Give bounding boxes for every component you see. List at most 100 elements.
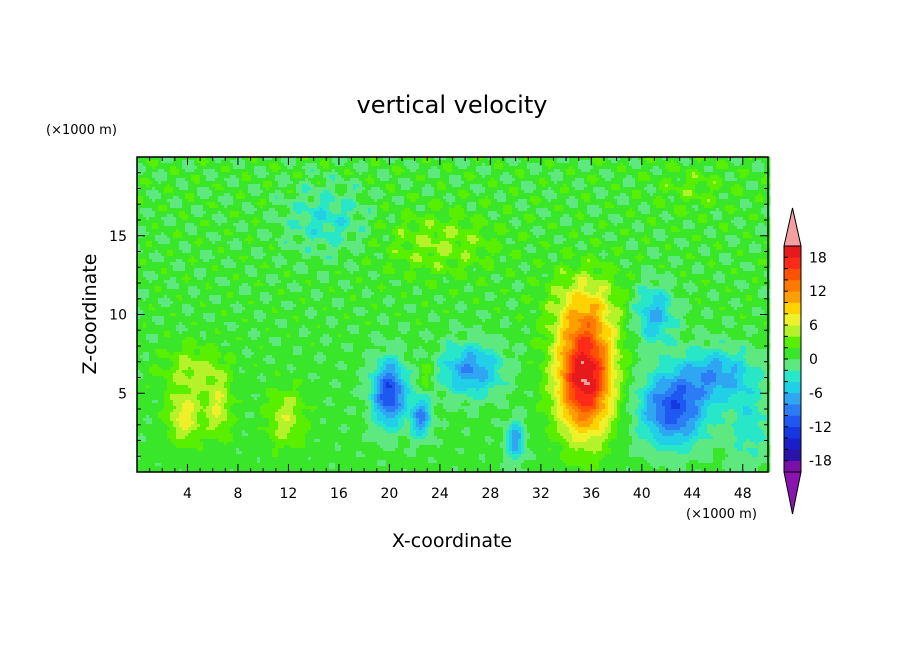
- contour-cell: [383, 220, 387, 224]
- contour-cell: [347, 187, 351, 191]
- contour-cell: [524, 208, 528, 212]
- contour-cell: [269, 157, 273, 161]
- contour-cell: [500, 172, 504, 176]
- contour-cell: [389, 211, 393, 215]
- contour-cell: [584, 157, 588, 161]
- contour-cell: [680, 166, 684, 170]
- contour-cell: [419, 199, 423, 203]
- contour-cell: [710, 181, 714, 185]
- contour-cell: [701, 172, 705, 176]
- contour-cell: [461, 226, 465, 230]
- contour-cell: [293, 160, 297, 164]
- contour-cell: [509, 190, 513, 194]
- contour-cell: [380, 214, 384, 218]
- contour-cell: [506, 169, 510, 173]
- contour-cell: [230, 181, 234, 185]
- contour-cell: [197, 187, 201, 191]
- contour-cell: [659, 169, 663, 173]
- contour-cell: [164, 193, 168, 197]
- contour-cell: [740, 217, 744, 221]
- contour-cell: [158, 220, 162, 224]
- contour-cell: [680, 205, 684, 209]
- contour-cell: [746, 205, 750, 209]
- contour-cell: [272, 205, 276, 209]
- contour-cell: [506, 205, 510, 209]
- contour-cell: [560, 178, 564, 182]
- contour-cell: [137, 175, 141, 179]
- contour-cell: [239, 199, 243, 203]
- contour-cell: [341, 178, 345, 182]
- contour-cell: [353, 190, 357, 194]
- contour-cell: [578, 175, 582, 179]
- contour-cell: [404, 169, 408, 173]
- contour-cell: [476, 160, 480, 164]
- contour-cell: [692, 211, 696, 215]
- contour-cell: [509, 208, 513, 212]
- contour-cell: [659, 187, 663, 191]
- contour-cell: [323, 178, 327, 182]
- contour-cell: [533, 163, 537, 167]
- contour-cell: [344, 175, 348, 179]
- contour-cell: [512, 190, 516, 194]
- contour-cell: [416, 169, 420, 173]
- contour-cell: [146, 223, 150, 227]
- contour-cell: [365, 196, 369, 200]
- contour-cell: [614, 184, 618, 188]
- contour-cell: [749, 208, 753, 212]
- contour-cell: [317, 217, 321, 221]
- contour-cell: [290, 169, 294, 173]
- contour-cell: [284, 208, 288, 212]
- contour-cell: [545, 181, 549, 185]
- contour-cell: [341, 199, 345, 203]
- contour-cell: [245, 190, 249, 194]
- contour-cell: [722, 208, 726, 212]
- contour-cell: [749, 157, 753, 161]
- contour-cell: [569, 226, 573, 230]
- contour-cell: [497, 208, 501, 212]
- contour-cell: [371, 217, 375, 221]
- contour-cell: [731, 163, 735, 167]
- contour-cell: [188, 202, 192, 206]
- contour-cell: [356, 178, 360, 182]
- contour-cell: [476, 190, 480, 194]
- contour-cell: [557, 226, 561, 230]
- contour-cell: [707, 211, 711, 215]
- contour-cell: [425, 196, 429, 200]
- contour-cell: [413, 226, 417, 230]
- contour-cell: [329, 214, 333, 218]
- contour-cell: [527, 202, 531, 206]
- contour-cell: [608, 223, 612, 227]
- contour-cell: [272, 187, 276, 191]
- contour-cell: [305, 175, 309, 179]
- contour-cell: [347, 226, 351, 230]
- contour-cell: [314, 169, 318, 173]
- contour-cell: [542, 217, 546, 221]
- contour-cell: [419, 220, 423, 224]
- contour-cell: [587, 202, 591, 206]
- contour-cell: [719, 166, 723, 170]
- contour-cell: [368, 202, 372, 206]
- contour-cell: [428, 175, 432, 179]
- contour-cell: [458, 163, 462, 167]
- contour-cell: [554, 202, 558, 206]
- contour-cell: [395, 202, 399, 206]
- contour-cell: [413, 208, 417, 212]
- contour-cell: [395, 181, 399, 185]
- contour-cell: [746, 202, 750, 206]
- contour-cell: [518, 223, 522, 227]
- contour-cell: [284, 196, 288, 200]
- contour-cell: [602, 160, 606, 164]
- contour-cell: [689, 175, 693, 179]
- contour-cell: [476, 169, 480, 173]
- contour-cell: [371, 202, 375, 206]
- contour-cell: [560, 187, 564, 191]
- contour-cell: [221, 160, 225, 164]
- contour-cell: [266, 157, 270, 161]
- contour-cell: [308, 181, 312, 185]
- contour-cell: [356, 187, 360, 191]
- contour-cell: [302, 223, 306, 227]
- contour-cell: [167, 178, 171, 182]
- contour-cell: [659, 172, 663, 176]
- contour-cell: [581, 196, 585, 200]
- contour-cell: [473, 211, 477, 215]
